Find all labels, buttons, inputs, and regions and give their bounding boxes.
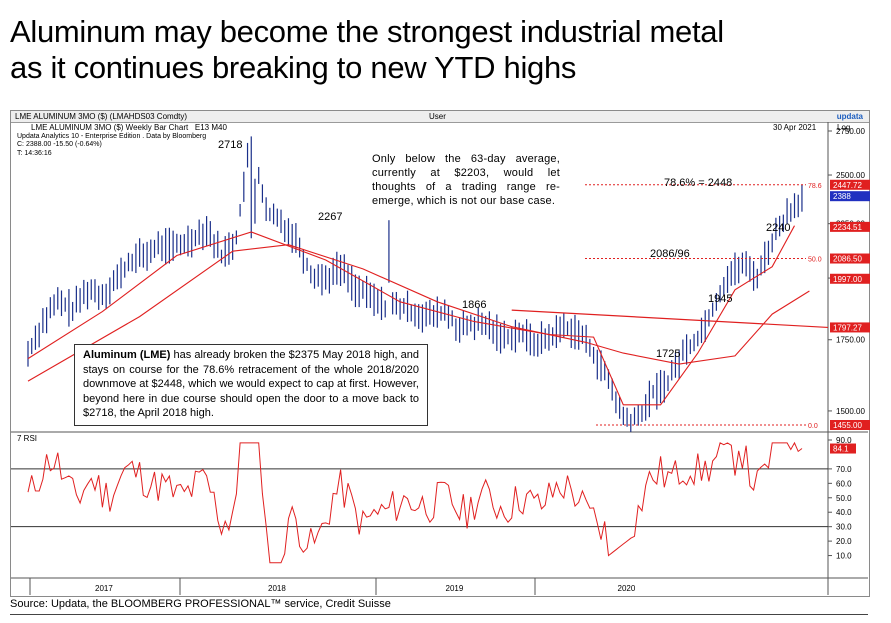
chart-codes: E13 M40 [194, 123, 227, 132]
price-tag: 1455.00 [833, 421, 862, 430]
year-label: 2019 [446, 584, 464, 593]
label-2718: 2718 [218, 139, 242, 151]
price-tick-label: 2750.00 [836, 127, 865, 136]
label-1945: 1945 [708, 293, 732, 305]
price-tick-label: 1500.00 [836, 407, 865, 416]
label-1725: 1725 [656, 348, 680, 360]
time-line: T: 14:36:16 [17, 150, 52, 157]
price-tick-label: 2500.00 [836, 171, 865, 180]
label-fib-786: 78.6% = 2448 [664, 177, 732, 189]
chart-date: 30 Apr 2021 [773, 123, 817, 132]
fib-level-label: 78.6 [808, 183, 822, 190]
bottom-rule [10, 614, 868, 615]
label-1866: 1866 [462, 299, 486, 311]
price-tag-bg [830, 221, 870, 232]
rsi-label: 7 RSI [17, 434, 38, 443]
price-tick-label: 1750.00 [836, 336, 865, 345]
rsi-tick-label: 20.0 [836, 537, 852, 546]
headline-line-1: Aluminum may become the strongest indust… [10, 14, 724, 49]
price-tag: 2234.51 [833, 223, 862, 232]
rsi-line [27, 441, 803, 564]
box-text: has already broken the $2375 May 2018 hi… [83, 349, 419, 419]
price-tag-bg [830, 322, 870, 333]
price-tag-bg [830, 253, 870, 264]
chart-title: LME ALUMINUM 3MO ($) Weekly Bar Chart E1… [31, 123, 227, 132]
user-label: User [429, 112, 446, 121]
page-headline: Aluminum may become the strongest indust… [10, 14, 880, 86]
rsi-tick-label: 40.0 [836, 508, 852, 517]
price-tag: 1997.00 [833, 275, 862, 284]
rsi-tick-label: 70.0 [836, 465, 852, 474]
price-tag-bg [830, 179, 870, 190]
rsi-tick-label: 30.0 [836, 523, 852, 532]
label-fib-50: 2086/96 [650, 248, 690, 260]
price-tag: 1797.27 [833, 323, 862, 332]
fib-level-label: 0.0 [808, 423, 818, 430]
rsi-current-bg [830, 443, 856, 454]
headline-line-2: as it continues breaking to new YTD high… [10, 50, 577, 85]
year-label: 2020 [618, 584, 636, 593]
chart-frame: LME ALUMINUM 3MO ($) (LMAHDS03 Comdty) U… [10, 110, 870, 597]
price-tag: 2447.72 [833, 181, 862, 190]
updata-brand: updata [836, 112, 863, 121]
scale-label: Log [837, 123, 851, 132]
rsi-tick-label: 50.0 [836, 494, 852, 503]
fib-level-label: 50.0 [808, 257, 822, 264]
price-tag-bg [830, 191, 870, 202]
box-bold: Aluminum (LME) [83, 349, 171, 361]
close-line: C: 2388.00 -15.50 (-0.64%) [17, 141, 102, 148]
label-2267: 2267 [318, 211, 342, 223]
resistance-trendline [511, 309, 829, 329]
ticker-label: LME ALUMINUM 3MO ($) (LMAHDS03 Comdty) [15, 112, 188, 121]
year-label: 2018 [268, 584, 286, 593]
rsi-current: 84.1 [833, 445, 849, 454]
ma-note: Only below the 63-day average, currently… [372, 153, 560, 207]
subtitle: Updata Analytics 10 - Enterprise Edition… [17, 133, 207, 140]
rsi-tick-label: 60.0 [836, 479, 852, 488]
analysis-box: Aluminum (LME) has already broken the $2… [74, 344, 428, 426]
ma-m40-line [27, 244, 810, 382]
price-tag-bg [830, 273, 870, 284]
year-label: 2017 [95, 584, 113, 593]
rsi-tick-label: 10.0 [836, 552, 852, 561]
source-note: Source: Updata, the BLOOMBERG PROFESSION… [10, 598, 391, 610]
terminal-title-bar: LME ALUMINUM 3MO ($) (LMAHDS03 Comdty) U… [11, 111, 869, 123]
price-tag-bg [830, 420, 870, 430]
price-tag: 2388 [833, 192, 851, 201]
label-2240: 2240 [766, 222, 790, 234]
rsi-tick-label: 90.0 [836, 436, 852, 445]
price-tag: 2086.50 [833, 255, 862, 264]
